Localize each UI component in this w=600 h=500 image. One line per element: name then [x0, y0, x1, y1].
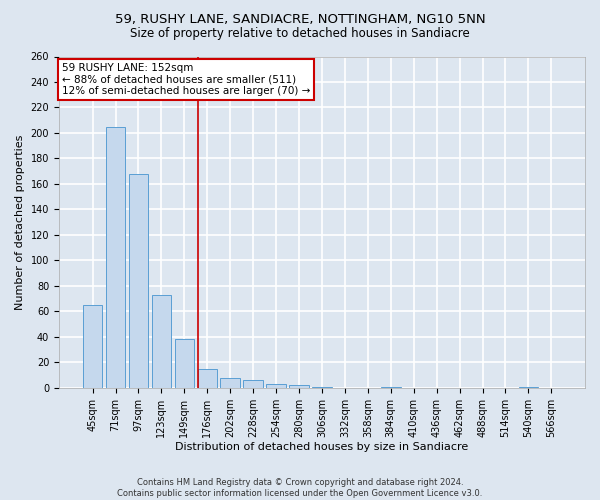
Bar — [312, 386, 332, 388]
Y-axis label: Number of detached properties: Number of detached properties — [15, 134, 25, 310]
Bar — [289, 386, 309, 388]
Bar — [266, 384, 286, 388]
Text: Contains HM Land Registry data © Crown copyright and database right 2024.
Contai: Contains HM Land Registry data © Crown c… — [118, 478, 482, 498]
Bar — [381, 386, 401, 388]
Bar — [244, 380, 263, 388]
Bar — [152, 295, 171, 388]
Text: Size of property relative to detached houses in Sandiacre: Size of property relative to detached ho… — [130, 28, 470, 40]
Bar — [197, 368, 217, 388]
Text: 59 RUSHY LANE: 152sqm
← 88% of detached houses are smaller (511)
12% of semi-det: 59 RUSHY LANE: 152sqm ← 88% of detached … — [62, 63, 310, 96]
Bar — [128, 174, 148, 388]
Text: 59, RUSHY LANE, SANDIACRE, NOTTINGHAM, NG10 5NN: 59, RUSHY LANE, SANDIACRE, NOTTINGHAM, N… — [115, 12, 485, 26]
Bar — [220, 378, 240, 388]
Bar — [518, 386, 538, 388]
X-axis label: Distribution of detached houses by size in Sandiacre: Distribution of detached houses by size … — [175, 442, 469, 452]
Bar — [106, 126, 125, 388]
Bar — [175, 340, 194, 388]
Bar — [83, 305, 103, 388]
